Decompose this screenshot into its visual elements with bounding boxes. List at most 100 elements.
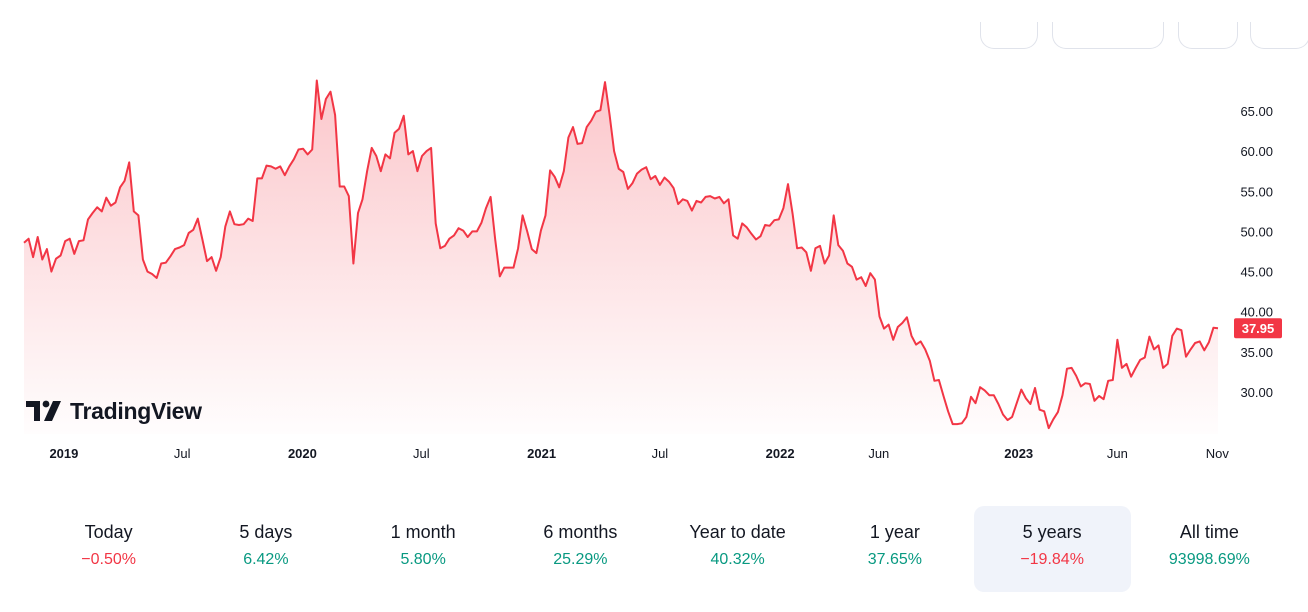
price-point xyxy=(1071,367,1072,368)
price-point xyxy=(399,128,400,129)
y-tick-label: 60.00 xyxy=(1240,144,1273,159)
price-point xyxy=(1185,356,1186,357)
price-line xyxy=(23,79,1219,430)
period-tab-6-months[interactable]: 6 months 25.29% xyxy=(502,506,659,592)
period-tab-5-days[interactable]: 5 days 6.42% xyxy=(187,506,344,592)
period-tab-1-year[interactable]: 1 year 37.65% xyxy=(816,506,973,592)
period-label: Today xyxy=(84,522,133,542)
toolbar-button-3[interactable] xyxy=(1178,22,1238,49)
period-tab-all-time[interactable]: All time 93998.69% xyxy=(1131,506,1288,592)
y-tick-label: 65.00 xyxy=(1240,104,1273,119)
price-point xyxy=(174,249,175,250)
period-change-value: −0.50% xyxy=(81,551,136,568)
x-tick-label: 2021 xyxy=(527,446,556,461)
price-point xyxy=(289,166,290,167)
price-point xyxy=(101,211,102,212)
price-point xyxy=(1039,409,1040,410)
price-point xyxy=(801,247,802,248)
price-point xyxy=(280,166,281,167)
price-point xyxy=(595,111,596,112)
price-chart[interactable]: 30.00 35.00 40.00 45.00 50.00 55.00 60.00 65.00… xyxy=(0,0,1308,470)
price-point xyxy=(1089,383,1090,384)
last-price-label: 37.95 xyxy=(1234,318,1282,339)
price-point xyxy=(989,395,990,396)
price-point xyxy=(559,187,560,188)
period-label: 1 year xyxy=(869,522,920,542)
price-point xyxy=(984,390,985,391)
x-tick-label: Jun xyxy=(1107,446,1128,461)
price-point xyxy=(810,270,811,271)
price-point xyxy=(147,271,148,272)
price-point xyxy=(682,199,683,200)
price-point xyxy=(870,273,871,274)
price-point xyxy=(87,219,88,220)
price-point xyxy=(774,220,775,221)
toolbar-button-2[interactable] xyxy=(1052,22,1164,49)
last-price-badge xyxy=(1234,318,1282,339)
price-point xyxy=(339,186,340,187)
period-label: Year to date xyxy=(689,522,786,542)
x-tick-label: Jul xyxy=(174,446,191,461)
toolbar-button-4[interactable] xyxy=(1250,22,1308,49)
price-point xyxy=(312,149,313,150)
price-point xyxy=(284,175,285,176)
price-point xyxy=(655,175,656,176)
price-point xyxy=(206,261,207,262)
price-point xyxy=(550,170,551,171)
price-point xyxy=(165,262,166,263)
price-point xyxy=(1076,375,1077,376)
period-label: 1 month xyxy=(390,522,456,542)
period-change-value: 6.42% xyxy=(243,551,289,568)
toolbar-button-1[interactable] xyxy=(980,22,1038,49)
price-point xyxy=(614,151,615,152)
price-point xyxy=(376,155,377,156)
period-tab-1-month[interactable]: 1 month 5.80% xyxy=(345,506,502,592)
price-point xyxy=(357,212,358,213)
performance-periods: Today −0.50% 5 days 6.42% 1 month 5.80% 6 mont… xyxy=(30,506,1288,592)
price-point xyxy=(531,249,532,250)
price-point xyxy=(641,169,642,170)
price-point xyxy=(1016,403,1017,404)
brand-logo[interactable]: TradingView xyxy=(26,396,202,426)
price-point xyxy=(1002,414,1003,415)
price-point xyxy=(842,250,843,251)
price-point xyxy=(65,241,66,242)
price-point xyxy=(335,114,336,115)
last-price-value: 37.95 xyxy=(1242,321,1275,336)
x-tick-label: 2020 xyxy=(288,446,317,461)
x-tick-label: 2019 xyxy=(49,446,78,461)
price-point xyxy=(554,176,555,177)
period-label: All time xyxy=(1179,522,1239,542)
price-point xyxy=(37,236,38,237)
price-point xyxy=(156,277,157,278)
price-point xyxy=(636,173,637,174)
period-change-value: 5.80% xyxy=(400,551,446,568)
price-point xyxy=(55,258,56,259)
period-change-value: 25.29% xyxy=(553,551,608,568)
price-point xyxy=(1190,349,1191,350)
period-tab-today[interactable]: Today −0.50% xyxy=(30,506,187,592)
y-tick-label: 50.00 xyxy=(1240,224,1273,239)
price-point xyxy=(1057,412,1058,413)
price-point xyxy=(1204,350,1205,351)
price-point xyxy=(325,98,326,99)
price-point xyxy=(618,168,619,169)
period-tab-year-to-date[interactable]: Year to date 40.32% xyxy=(659,506,816,592)
period-change-value: 40.32% xyxy=(710,551,765,568)
price-point xyxy=(966,416,967,417)
price-point xyxy=(851,266,852,267)
price-point xyxy=(938,379,939,380)
price-point xyxy=(929,360,930,361)
price-point xyxy=(513,267,514,268)
price-point xyxy=(998,403,999,404)
price-point xyxy=(687,200,688,201)
x-tick-label: Jul xyxy=(652,446,669,461)
price-point xyxy=(1121,367,1122,368)
period-tab-5-years[interactable]: 5 years −19.84% xyxy=(973,506,1131,592)
price-point xyxy=(1217,328,1218,329)
price-point xyxy=(691,210,692,211)
price-point xyxy=(188,232,189,233)
price-point xyxy=(1053,419,1054,420)
price-point xyxy=(266,165,267,166)
price-point xyxy=(911,335,912,336)
